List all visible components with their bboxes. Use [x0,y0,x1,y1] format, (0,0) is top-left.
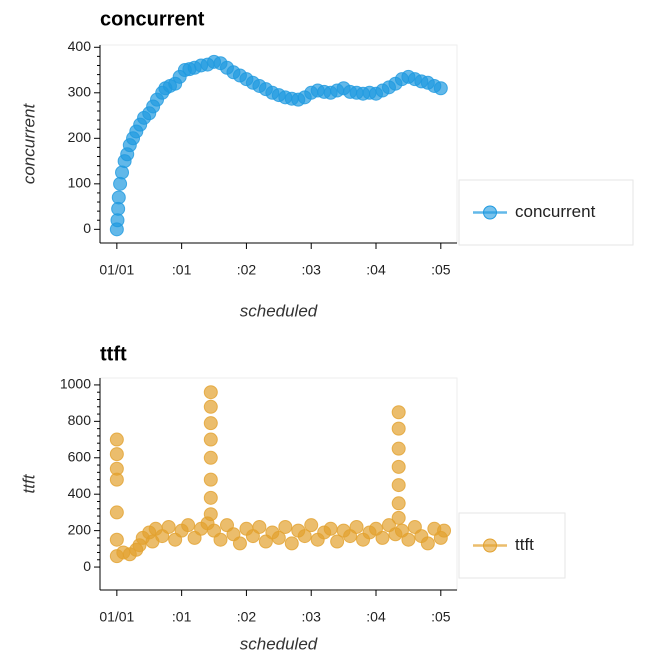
x-tick-label: :05 [431,262,451,278]
y-tick-label: 200 [68,521,92,537]
point [109,447,124,462]
point [391,405,406,420]
y-axis-label: concurrent [19,103,38,185]
point [391,496,406,511]
x-tick-label: :01 [172,609,192,625]
point [203,399,218,414]
point [232,536,247,551]
point [391,478,406,493]
point [109,505,124,520]
point [323,521,338,536]
legend-marker [483,538,497,553]
x-tick-label: 01/01 [99,262,134,278]
point [420,536,435,551]
point [203,450,218,465]
point [297,529,312,544]
point [115,165,130,180]
y-tick-label: 100 [68,175,92,191]
point [433,81,448,96]
y-tick-label: 200 [68,129,92,145]
point [278,519,293,534]
point [203,490,218,505]
point [181,518,196,533]
x-axis-label: scheduled [240,634,318,653]
y-axis-label: ttft [19,473,38,493]
point [203,432,218,447]
point [391,510,406,525]
point [271,530,286,545]
legend-label: concurrent [515,202,596,221]
legend-marker [483,205,497,220]
point [391,459,406,474]
x-tick-label: 01/01 [99,609,134,625]
point [111,190,126,205]
point [109,472,124,487]
point [330,534,345,549]
y-tick-label: 300 [68,83,92,99]
point [203,507,218,522]
point [109,532,124,547]
x-tick-label: :02 [237,262,257,278]
point [304,518,319,533]
point [161,519,176,534]
point [391,441,406,456]
x-tick-label: :04 [366,609,386,625]
y-tick-label: 0 [83,558,91,574]
point [203,472,218,487]
y-tick-label: 0 [83,220,91,236]
point [203,416,218,431]
x-tick-label: :03 [301,609,321,625]
point [252,519,267,534]
chart-title: concurrent [100,8,205,30]
x-tick-label: :04 [366,262,386,278]
point [284,536,299,551]
point [213,532,228,547]
x-tick-label: :05 [431,609,451,625]
y-tick-label: 800 [68,412,92,428]
point [401,532,416,547]
point [203,385,218,400]
x-tick-label: :03 [301,262,321,278]
y-tick-label: 400 [68,485,92,501]
y-tick-label: 1000 [60,376,91,392]
point [437,523,452,538]
x-tick-label: :01 [172,262,192,278]
point [113,176,128,191]
y-tick-label: 400 [68,38,92,54]
point [109,432,124,447]
point [349,519,364,534]
x-axis-label: scheduled [240,301,318,320]
chart-title: ttft [100,343,127,365]
x-tick-label: :02 [237,609,257,625]
point [391,421,406,436]
point [375,530,390,545]
legend-label: ttft [515,535,534,554]
y-tick-label: 600 [68,448,92,464]
